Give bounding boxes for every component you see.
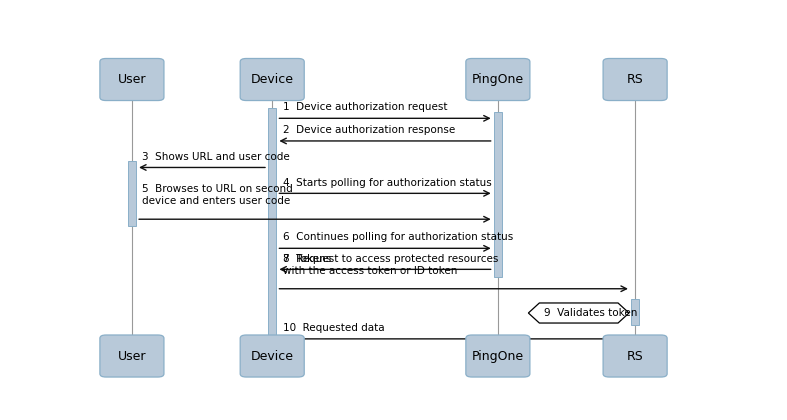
Text: 8  Request to access protected resources
with the access token or ID token: 8 Request to access protected resources … bbox=[283, 254, 498, 276]
Text: User: User bbox=[118, 349, 146, 362]
Text: 1  Device authorization request: 1 Device authorization request bbox=[283, 102, 447, 112]
FancyBboxPatch shape bbox=[240, 58, 305, 100]
Text: 3  Shows URL and user code: 3 Shows URL and user code bbox=[142, 152, 290, 162]
Text: RS: RS bbox=[626, 73, 644, 86]
Text: 6  Continues polling for authorization status: 6 Continues polling for authorization st… bbox=[283, 233, 513, 242]
Bar bbox=[493, 113, 502, 277]
Text: 10  Requested data: 10 Requested data bbox=[283, 323, 384, 333]
Text: RS: RS bbox=[626, 349, 644, 362]
FancyBboxPatch shape bbox=[100, 335, 164, 377]
Text: 9  Validates token: 9 Validates token bbox=[545, 308, 637, 318]
Text: Device: Device bbox=[251, 73, 294, 86]
Text: 2  Device authorization response: 2 Device authorization response bbox=[283, 125, 455, 135]
FancyBboxPatch shape bbox=[466, 58, 530, 100]
Text: PingOne: PingOne bbox=[472, 73, 524, 86]
Text: 7  Tokens: 7 Tokens bbox=[283, 254, 331, 263]
Bar bbox=[127, 161, 136, 226]
FancyBboxPatch shape bbox=[240, 335, 305, 377]
FancyBboxPatch shape bbox=[603, 58, 667, 100]
Text: 4  Starts polling for authorization status: 4 Starts polling for authorization statu… bbox=[283, 178, 491, 187]
Bar bbox=[631, 299, 639, 325]
Polygon shape bbox=[528, 303, 629, 323]
Text: User: User bbox=[118, 73, 146, 86]
FancyBboxPatch shape bbox=[466, 335, 530, 377]
FancyBboxPatch shape bbox=[100, 58, 164, 100]
FancyBboxPatch shape bbox=[603, 335, 667, 377]
Bar bbox=[268, 108, 276, 344]
Text: 5  Browses to URL on second
device and enters user code: 5 Browses to URL on second device and en… bbox=[142, 184, 293, 206]
Text: Device: Device bbox=[251, 349, 294, 362]
Text: PingOne: PingOne bbox=[472, 349, 524, 362]
